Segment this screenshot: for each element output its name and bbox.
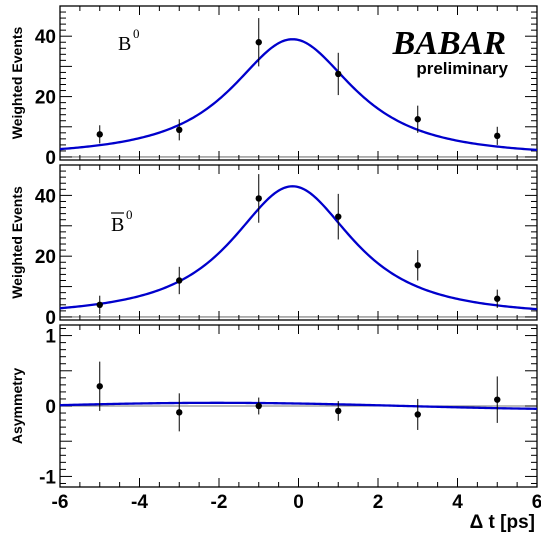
data-point: [335, 70, 342, 78]
data-point: [414, 262, 421, 269]
x-tick-label: 4: [452, 492, 463, 513]
x-tick-label: 6: [532, 492, 541, 513]
y-axis-label: Asymmetry: [9, 368, 25, 444]
fit-curve: [59, 401, 538, 410]
meson-label-superscript: 0: [126, 207, 133, 222]
x-tick-label: -4: [131, 492, 148, 513]
x-axis-label: Δ t [ps]: [470, 512, 535, 533]
y-tick-label: 40: [35, 186, 56, 207]
y-axis-label: Weighted Events: [9, 186, 25, 299]
fit-curve: [59, 38, 538, 152]
preliminary-label: preliminary: [416, 59, 508, 78]
data-point: [96, 131, 103, 138]
data-point: [414, 116, 421, 123]
x-tick-label: 0: [293, 492, 304, 513]
y-tick-label: 40: [35, 27, 56, 48]
meson-label-superscript: 0: [133, 26, 140, 41]
data-point: [494, 132, 501, 140]
data-point: [255, 195, 262, 202]
y-tick-label: 20: [35, 247, 56, 268]
x-tick-label: -2: [211, 492, 228, 513]
data-point: [176, 409, 183, 416]
y-tick-label: 0: [45, 308, 56, 329]
data-point: [414, 411, 421, 418]
babar-logo: BABAR: [392, 25, 506, 62]
y-axis-label: Weighted Events: [9, 27, 25, 140]
data-point: [96, 383, 103, 390]
data-point: [335, 213, 342, 220]
y-tick-label: 0: [45, 148, 56, 169]
y-tick-label: 1: [45, 327, 56, 348]
y-tick-label: 20: [35, 88, 56, 109]
x-tick-label: 2: [373, 492, 384, 513]
panel-bottom: -1 0 1 -6 -4 -2 0 2 4 6 Asymmetry: [9, 324, 541, 513]
data-point: [255, 39, 262, 46]
data-point: [494, 396, 501, 403]
data-point: [255, 402, 262, 410]
data-point: [96, 301, 103, 309]
y-tick-label: 0: [45, 397, 56, 418]
meson-label: B: [118, 33, 131, 55]
data-point: [335, 407, 342, 415]
data-point: [494, 295, 501, 302]
data-point: [176, 126, 183, 134]
x-tick-label: -6: [52, 492, 69, 513]
data-point: [176, 277, 183, 284]
fit-curve: [59, 185, 538, 311]
y-tick-label: -1: [39, 467, 56, 488]
meson-label: B: [111, 214, 124, 236]
